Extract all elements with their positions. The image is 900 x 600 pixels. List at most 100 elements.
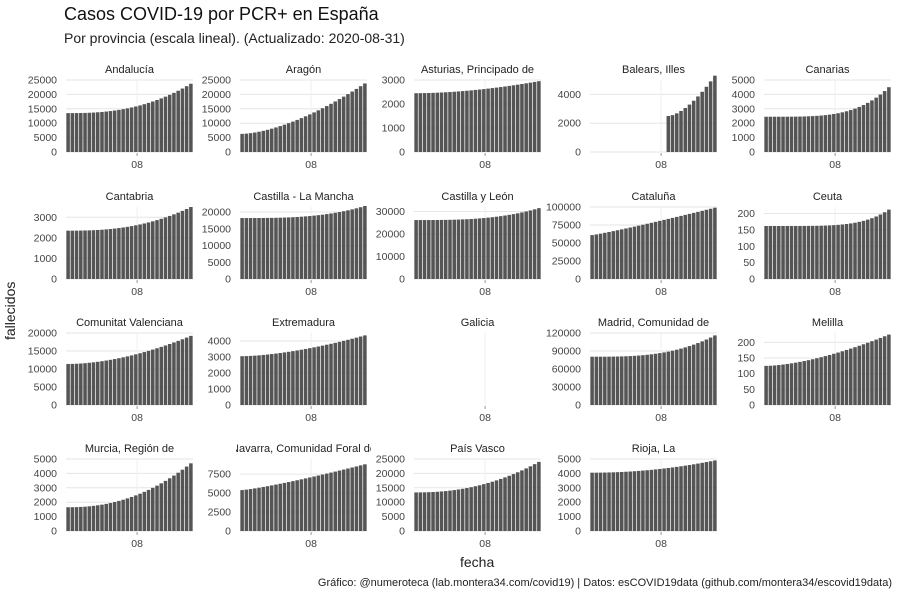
bar-cataluna bbox=[641, 224, 645, 279]
x-tick-label: 08 bbox=[305, 286, 317, 298]
y-tick-label: 3000 bbox=[558, 482, 582, 494]
bar-ceuta bbox=[857, 221, 862, 279]
bar-murcia-region-de bbox=[172, 475, 176, 531]
bar-navarra-comunidad-foral-de bbox=[291, 481, 295, 531]
bar-canarias bbox=[874, 97, 878, 152]
bar-aragon bbox=[291, 121, 295, 152]
bar-asturias-principado-de bbox=[490, 88, 495, 152]
bar-navarra-comunidad-foral-de bbox=[337, 470, 342, 531]
bar-rioja-la bbox=[624, 471, 628, 531]
bar-andalucia bbox=[121, 109, 125, 152]
y-tick-label: 20000 bbox=[28, 89, 57, 101]
bar-castilla-y-leon bbox=[515, 213, 520, 279]
bar-pais-vasco bbox=[469, 487, 473, 531]
x-tick-label: 08 bbox=[479, 412, 491, 424]
bar-cantabria bbox=[172, 214, 176, 279]
bar-castilla-y-leon bbox=[418, 220, 423, 279]
y-tick-label: 3000 bbox=[34, 482, 58, 494]
y-tick-label: 2000 bbox=[382, 99, 406, 111]
bar-asturias-principado-de bbox=[414, 93, 418, 152]
bar-comunitat-valenciana bbox=[121, 357, 125, 405]
bar-comunitat-valenciana bbox=[146, 350, 151, 405]
bar-murcia-region-de bbox=[108, 503, 113, 531]
bar-cataluna bbox=[687, 213, 692, 279]
bar-extremadura bbox=[346, 339, 350, 405]
bar-navarra-comunidad-foral-de bbox=[265, 486, 270, 531]
bar-canarias bbox=[853, 108, 857, 152]
bar-comunitat-valenciana bbox=[117, 358, 121, 405]
y-tick-label: 0 bbox=[399, 274, 405, 286]
panel-title-asturias-principado-de: Asturias, Principado de bbox=[421, 64, 534, 76]
y-tick-label: 0 bbox=[575, 147, 581, 159]
y-tick-label: 10000 bbox=[28, 118, 57, 130]
bar-aragon bbox=[253, 132, 257, 152]
bar-murcia-region-de bbox=[79, 506, 83, 531]
bar-cataluna bbox=[645, 223, 649, 279]
bar-cataluna bbox=[603, 232, 607, 279]
bar-andalucia bbox=[134, 106, 138, 152]
y-tick-label: 2000 bbox=[558, 497, 582, 509]
y-tick-label: 15000 bbox=[376, 482, 405, 494]
bar-melilla bbox=[781, 364, 785, 405]
bar-asturias-principado-de bbox=[482, 89, 486, 152]
bar-ceuta bbox=[882, 212, 887, 279]
bar-pais-vasco bbox=[431, 492, 435, 531]
bar-cataluna bbox=[611, 231, 616, 279]
bar-cataluna bbox=[590, 235, 594, 279]
bar-madrid-comunidad-de bbox=[619, 356, 624, 405]
bar-balears-illes bbox=[700, 91, 704, 152]
bar-murcia-region-de bbox=[87, 506, 92, 531]
bar-cantabria bbox=[121, 227, 125, 279]
bar-pais-vasco bbox=[473, 486, 478, 531]
bar-canarias bbox=[772, 116, 777, 152]
bar-canarias bbox=[768, 116, 773, 152]
x-tick-label: 08 bbox=[829, 159, 841, 171]
bar-rioja-la bbox=[679, 466, 683, 531]
bar-comunitat-valenciana bbox=[87, 362, 92, 405]
bar-asturias-principado-de bbox=[503, 86, 507, 152]
bar-asturias-principado-de bbox=[499, 87, 503, 152]
bar-castilla-y-leon bbox=[443, 219, 448, 279]
bar-extremadura bbox=[363, 335, 367, 405]
bar-ceuta bbox=[874, 216, 878, 279]
bar-comunitat-valenciana bbox=[125, 356, 130, 405]
bar-comunitat-valenciana bbox=[134, 354, 138, 405]
bar-asturias-principado-de bbox=[469, 90, 473, 152]
bar-asturias-principado-de bbox=[431, 92, 435, 152]
bar-cantabria bbox=[151, 221, 155, 279]
bar-madrid-comunidad-de bbox=[641, 355, 645, 405]
bar-andalucia bbox=[189, 83, 193, 152]
bar-castilla-la-mancha bbox=[329, 213, 333, 279]
bar-madrid-comunidad-de bbox=[666, 351, 671, 405]
bar-castilla-y-leon bbox=[490, 217, 495, 279]
bar-castilla-y-leon bbox=[532, 209, 537, 279]
bar-madrid-comunidad-de bbox=[708, 337, 713, 405]
y-tick-label: 4000 bbox=[34, 468, 58, 480]
y-tick-label: 150 bbox=[737, 353, 755, 365]
bar-asturias-principado-de bbox=[422, 93, 427, 152]
y-tick-label: 20000 bbox=[28, 328, 57, 340]
bar-madrid-comunidad-de bbox=[675, 349, 679, 405]
bar-ceuta bbox=[806, 225, 811, 279]
bar-rioja-la bbox=[628, 471, 632, 531]
bar-navarra-comunidad-foral-de bbox=[350, 467, 354, 531]
bar-melilla bbox=[840, 351, 845, 405]
bar-comunitat-valenciana bbox=[176, 340, 180, 405]
bar-extremadura bbox=[329, 343, 333, 405]
bar-pais-vasco bbox=[427, 492, 431, 531]
bar-cataluna bbox=[666, 218, 671, 279]
bar-pais-vasco bbox=[443, 491, 448, 531]
bar-murcia-region-de bbox=[155, 485, 159, 531]
bar-navarra-comunidad-foral-de bbox=[248, 489, 253, 531]
bar-extremadura bbox=[316, 346, 321, 405]
bar-melilla bbox=[798, 361, 802, 405]
bar-rioja-la bbox=[615, 472, 620, 531]
bar-melilla bbox=[806, 360, 811, 405]
bar-castilla-la-mancha bbox=[308, 216, 312, 279]
bar-cataluna bbox=[679, 215, 683, 279]
y-tick-label: 0 bbox=[225, 147, 231, 159]
x-tick-label: 08 bbox=[655, 159, 667, 171]
bar-andalucia bbox=[87, 112, 92, 152]
bar-pais-vasco bbox=[422, 492, 427, 531]
bar-madrid-comunidad-de bbox=[645, 354, 649, 405]
